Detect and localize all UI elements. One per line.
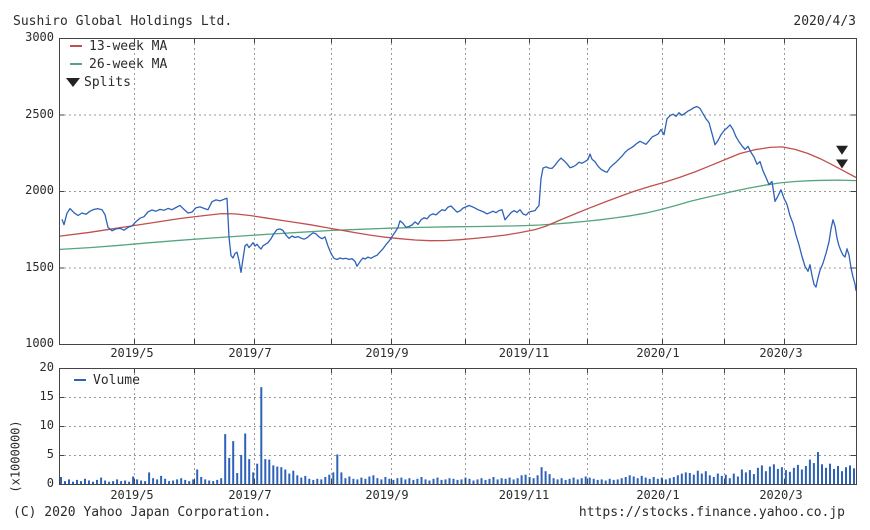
price-x-axis-label: 2020/3	[759, 346, 803, 360]
footer-copyright: (C) 2020 Yahoo Japan Corporation.	[13, 505, 272, 520]
footer-url: https://stocks.finance.yahoo.co.jp	[578, 505, 845, 520]
page-title: Sushiro Global Holdings Ltd.	[13, 14, 233, 29]
chart-date: 2020/4/3	[793, 14, 856, 29]
legend-item-splits: Splits	[66, 73, 167, 91]
price-x-axis-label: 2019/5	[110, 346, 154, 360]
price-y-axis-label: 1500	[25, 259, 54, 274]
volume-line-icon	[74, 379, 86, 381]
volume-y-axis-label: 20	[39, 360, 54, 374]
price-x-axis-label: 2020/1	[636, 346, 680, 360]
volume-legend: Volume	[74, 371, 140, 389]
volume-y-axis-label: 5	[46, 447, 54, 461]
legend-item-ma13: 13-week MA	[70, 37, 167, 55]
volume-x-axis-label: 2020/3	[759, 488, 803, 502]
volume-x-axis-label: 2019/11	[498, 488, 550, 502]
volume-x-axis-label: 2019/5	[110, 488, 154, 502]
legend-label-ma13: 13-week MA	[89, 38, 168, 54]
price-x-axis-label: 2019/11	[498, 346, 550, 360]
volume-y-axis-label: 0	[46, 476, 54, 490]
volume-x-axis-label: 2020/1	[636, 488, 680, 502]
volume-x-axis-label: 2019/7	[228, 488, 272, 502]
price-legend: 13-week MA 26-week MA Splits	[66, 37, 167, 91]
volume-x-axis-label: 2019/9	[365, 488, 409, 502]
legend-label-splits: Splits	[84, 74, 131, 90]
price-y-axis-label: 3000	[25, 30, 54, 44]
legend-label-ma26: 26-week MA	[89, 56, 168, 72]
price-y-axis-label: 1000	[25, 336, 54, 350]
legend-label-volume: Volume	[93, 372, 140, 388]
ma26-line-icon	[70, 63, 82, 65]
volume-y-axis-label: 10	[39, 418, 54, 432]
price-y-axis-label: 2000	[25, 183, 54, 197]
volume-y-axis-label: 15	[39, 389, 54, 403]
price-x-axis-label: 2019/7	[228, 346, 272, 360]
legend-item-ma26: 26-week MA	[70, 55, 167, 73]
ma13-line-icon	[70, 45, 82, 47]
price-y-axis-label: 2500	[25, 106, 54, 121]
price-x-axis-label: 2019/9	[365, 346, 409, 360]
split-triangle-icon	[66, 77, 80, 87]
